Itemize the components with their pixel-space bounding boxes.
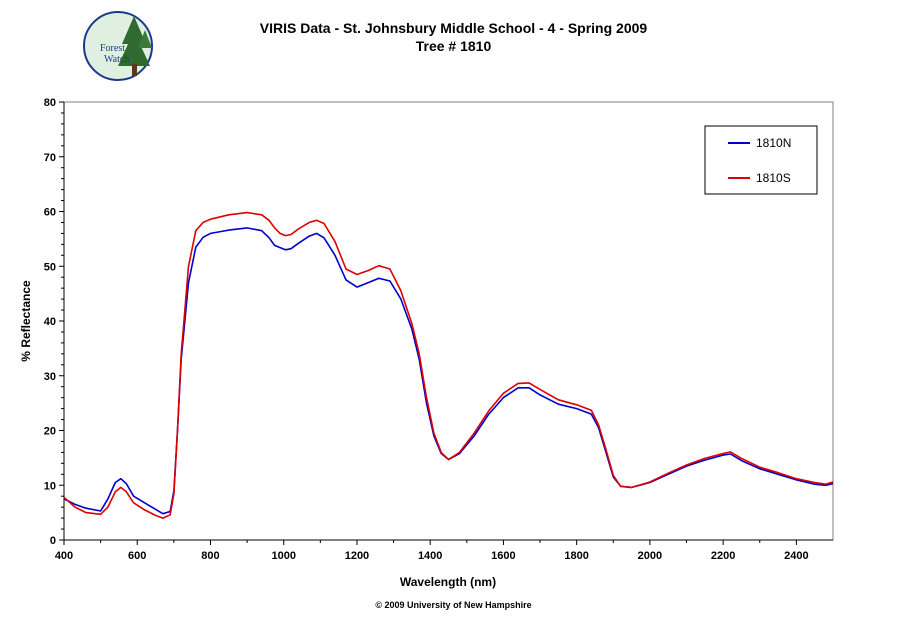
y-tick-label: 50 [44,261,56,273]
x-tick-label: 1200 [345,550,369,562]
x-axis-title: Wavelength (nm) [400,575,496,589]
y-tick-label: 80 [44,97,56,109]
copyright-notice: © 2009 University of New Hampshire [375,600,532,610]
x-tick-label: 600 [128,550,146,562]
x-tick-label: 400 [55,550,73,562]
y-tick-label: 60 [44,207,56,219]
x-tick-label: 2200 [711,550,735,562]
logo-text-line1: Forest [100,43,125,54]
x-tick-label: 2000 [638,550,662,562]
legend-label-1810n: 1810N [756,136,791,150]
chart-title: VIRIS Data - St. Johnsbury Middle School… [259,20,648,36]
y-tick-label: 70 [44,152,56,164]
x-tick-label: 1000 [271,550,295,562]
x-tick-label: 1600 [491,550,515,562]
x-tick-label: 800 [201,550,219,562]
y-tick-label: 40 [44,316,56,328]
y-tick-label: 30 [44,371,56,383]
y-tick-label: 0 [50,535,56,547]
x-tick-label: 1400 [418,550,442,562]
series-lines [63,211,834,519]
y-tick-label: 20 [44,426,56,438]
legend-box [704,125,818,195]
y-axis-title: % Reflectance [19,280,33,362]
chart-subtitle: Tree # 1810 [415,38,492,54]
series-line-1810s [63,211,834,519]
axis-ticks: 0 10 20 30 40 50 60 70 80 400 600 800 1000 1200 1400 16… [44,97,809,562]
legend-label-1810s: 1810S [756,171,791,185]
x-tick-label: 2400 [784,550,808,562]
y-tick-label: 10 [44,480,56,492]
forest-watch-logo-icon: Forest Watch [83,11,153,81]
x-tick-label: 1800 [564,550,588,562]
logo-text-line2: Watch [104,54,129,65]
legend: 1810N 1810S [704,125,818,195]
